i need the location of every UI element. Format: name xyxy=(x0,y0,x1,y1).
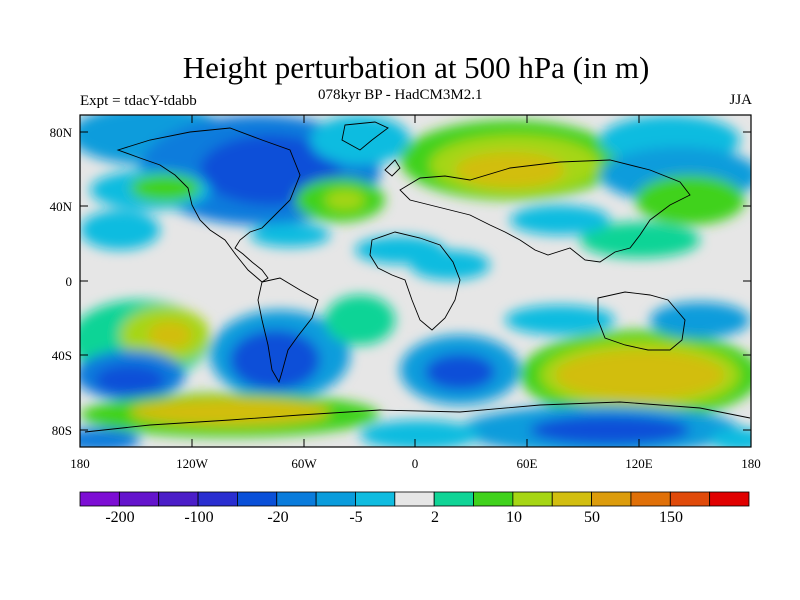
colorbar-label: -200 xyxy=(105,509,134,526)
latitude-labels: 80N 40N 0 40S 80S xyxy=(50,125,73,438)
colorbar-swatch xyxy=(315,491,356,507)
experiment-label: Expt = tdacY-tdabb xyxy=(80,93,197,109)
chart-title: Height perturbation at 500 hPa (in m) xyxy=(182,50,650,85)
colorbar-swatch xyxy=(669,491,711,507)
colorbar-swatch xyxy=(355,491,396,507)
height-field xyxy=(80,115,751,447)
season-label: JJA xyxy=(729,92,752,108)
lat-label-40s: 40S xyxy=(52,348,72,363)
lon-label-180e: 180 xyxy=(741,456,761,471)
colorbar-swatch xyxy=(118,491,160,507)
colorbar-swatch xyxy=(473,491,514,507)
colorbar-swatch xyxy=(276,491,317,507)
colorbar-swatch xyxy=(551,491,592,507)
lat-label-80s: 80S xyxy=(52,423,72,438)
colorbar-swatch xyxy=(630,491,671,507)
lon-label-60e: 60E xyxy=(517,456,538,471)
lon-label-60w: 60W xyxy=(291,456,317,471)
colorbar-swatch xyxy=(709,491,750,507)
coastlines xyxy=(84,121,751,433)
colorbar-label: 150 xyxy=(659,509,683,526)
colorbar-labels: -200 -100 -20 -5 2 10 50 150 xyxy=(105,509,683,526)
colorbar-label: -20 xyxy=(267,509,288,526)
lon-label-0: 0 xyxy=(412,456,419,471)
colorbar-swatch xyxy=(512,491,553,507)
colorbar xyxy=(79,491,750,507)
colorbar-swatch xyxy=(433,491,474,507)
colorbar-swatch xyxy=(79,491,120,507)
lat-label-40n: 40N xyxy=(50,199,73,214)
lon-label-120e: 120E xyxy=(625,456,653,471)
lon-label-180w: 180 xyxy=(70,456,90,471)
colorbar-label: -5 xyxy=(349,509,362,526)
colorbar-swatch xyxy=(197,491,238,507)
longitude-labels: 180 120W 60W 0 60E 120E 180 xyxy=(70,456,761,471)
colorbar-swatch xyxy=(158,491,199,507)
period-model-label: 078kyr BP - HadCM3M2.1 xyxy=(318,87,483,103)
colorbar-label: 10 xyxy=(506,509,522,526)
colorbar-swatch xyxy=(394,491,435,507)
lat-label-0: 0 xyxy=(66,274,73,289)
colorbar-swatch xyxy=(237,491,278,507)
colorbar-swatch xyxy=(591,491,632,507)
lon-label-120w: 120W xyxy=(176,456,209,471)
colorbar-label: -100 xyxy=(184,509,213,526)
colorbar-label: 50 xyxy=(584,509,600,526)
lat-label-80n: 80N xyxy=(50,125,73,140)
colorbar-label: 2 xyxy=(431,509,439,526)
